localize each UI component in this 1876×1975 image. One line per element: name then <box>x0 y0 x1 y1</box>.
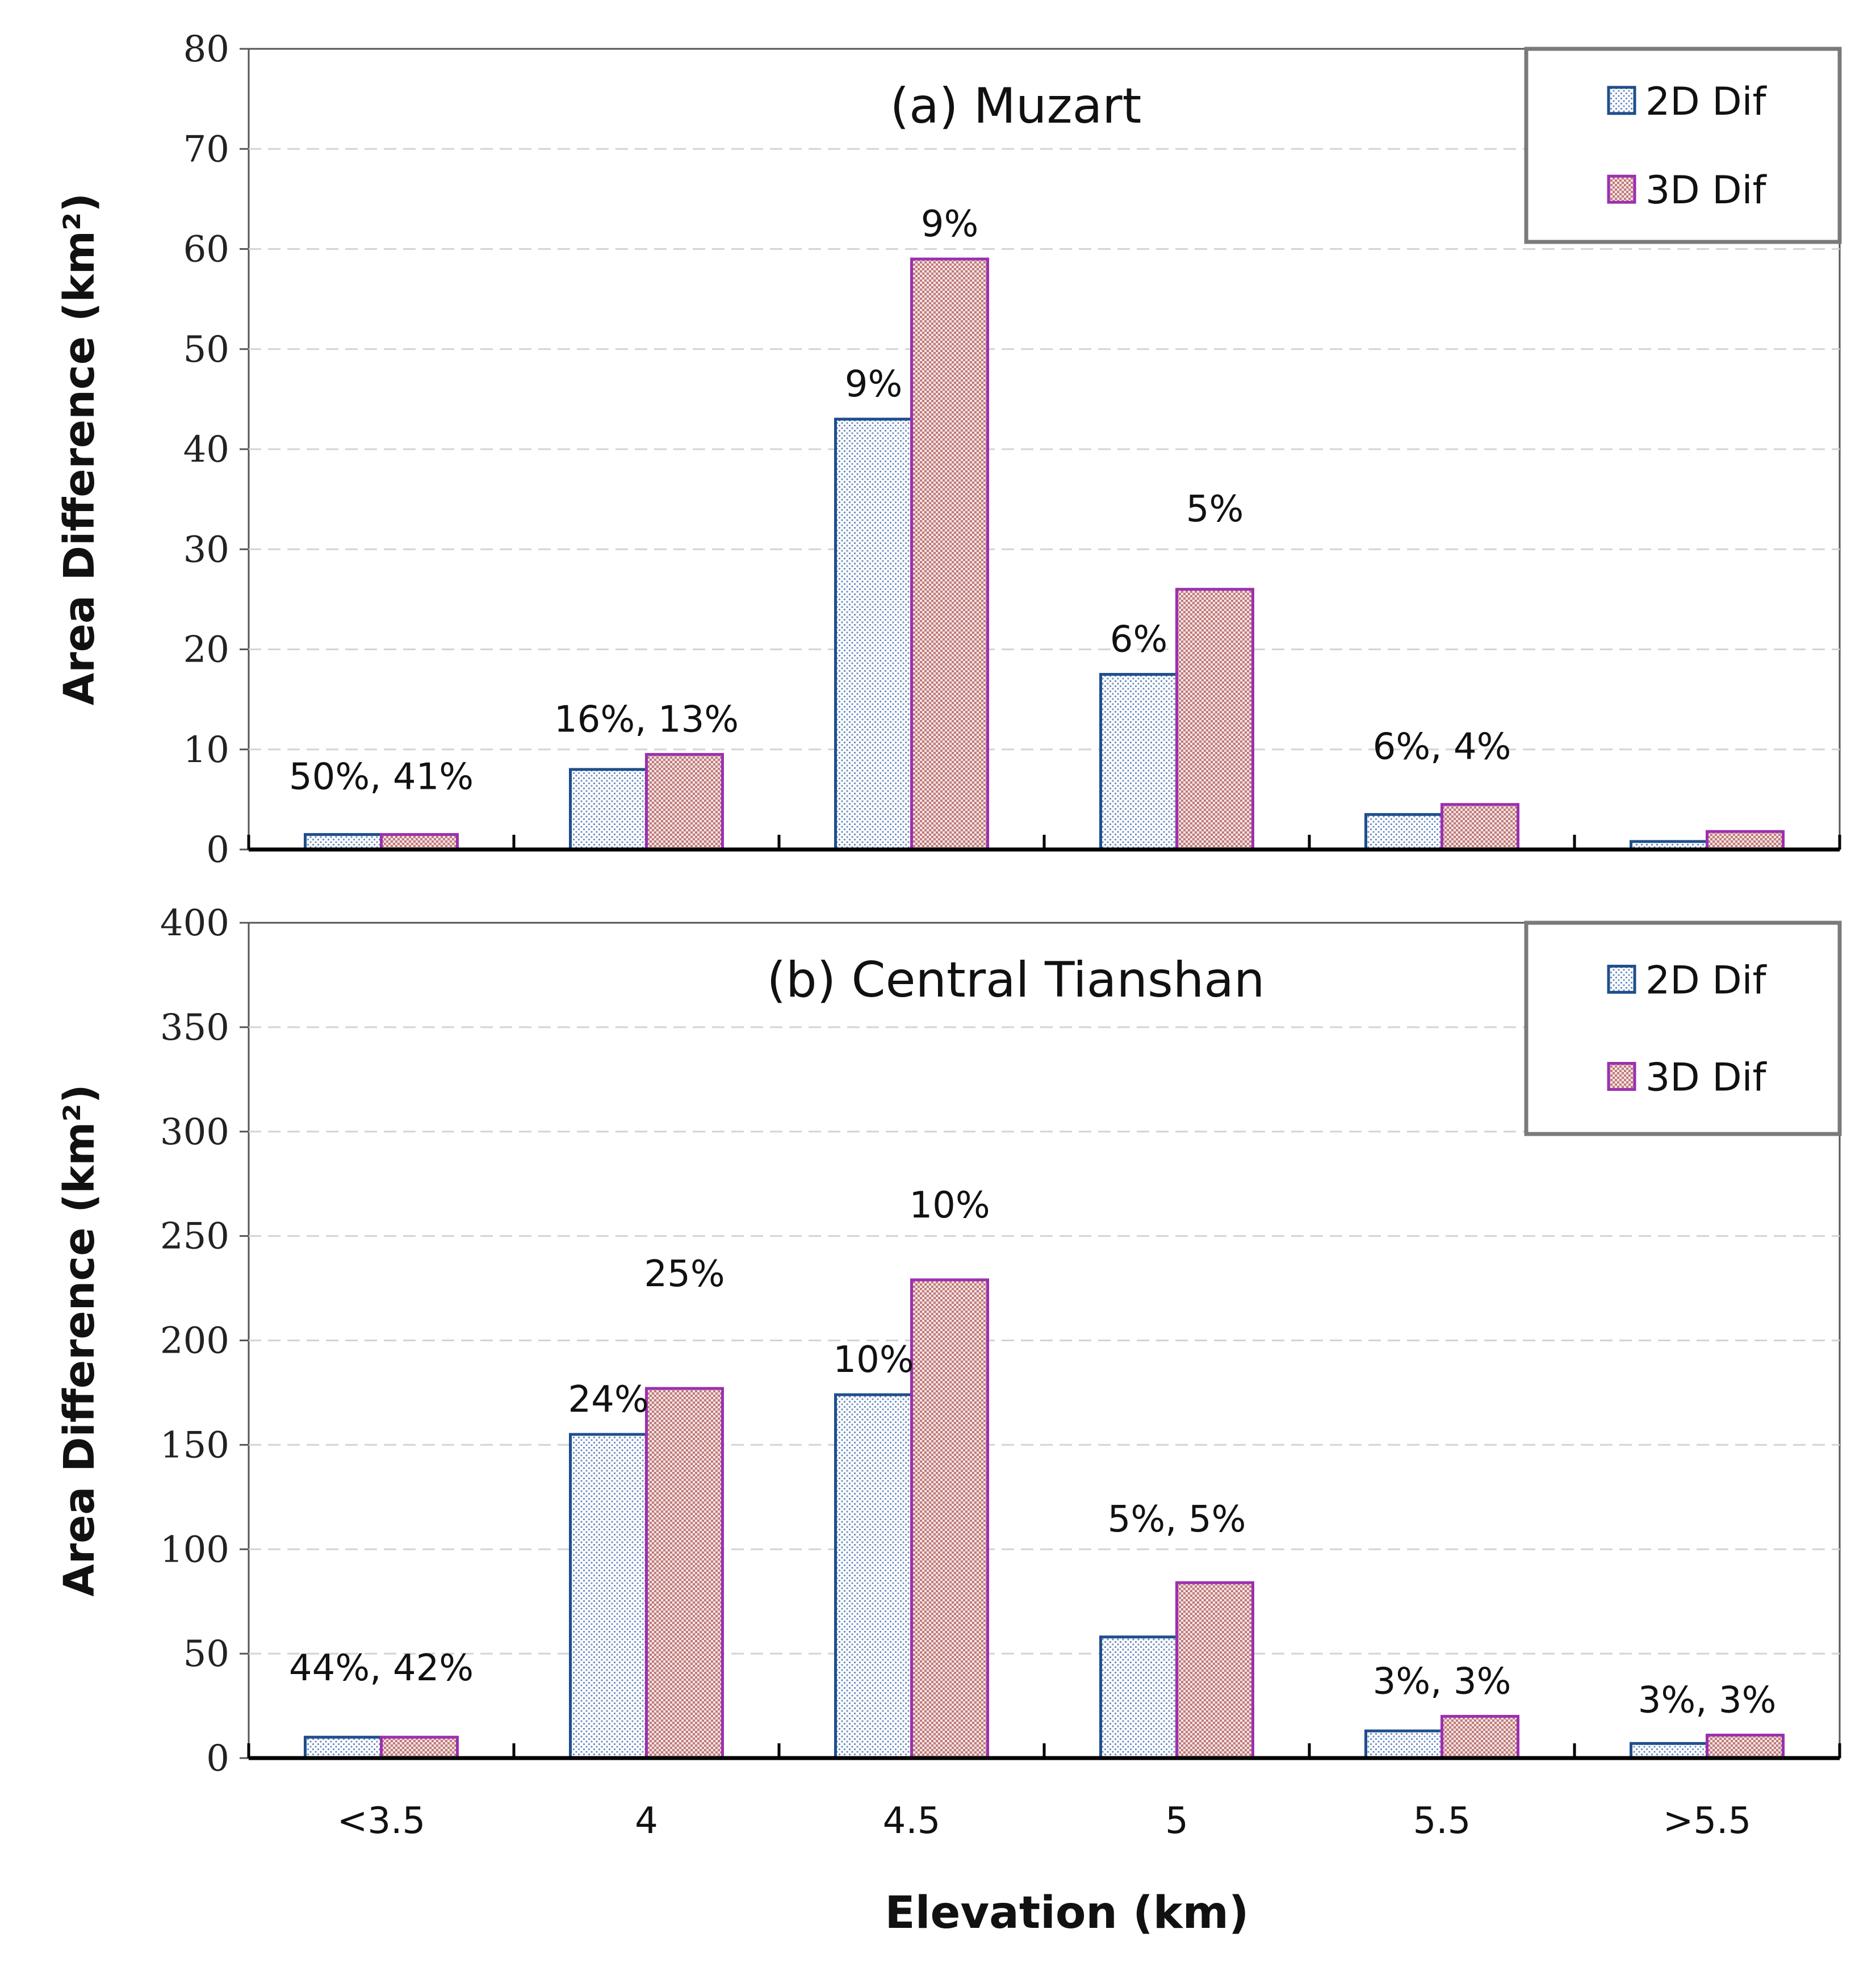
bar-3d-0 <box>380 833 459 851</box>
y-tick-label: 30 <box>183 529 229 571</box>
y-tick-label: 100 <box>160 1529 229 1571</box>
x-tick-label: 5.5 <box>1413 1800 1471 1842</box>
bar-2d-4 <box>1364 1729 1443 1760</box>
legend-swatch-2d <box>1607 964 1636 994</box>
data-label: 10% <box>909 1185 990 1227</box>
data-label: 9% <box>921 203 979 245</box>
legend-swatch-2d <box>1607 86 1636 115</box>
y-tick-label: 350 <box>160 1007 229 1049</box>
data-label: 24% <box>568 1379 648 1421</box>
y-tick-label: 0 <box>206 829 229 871</box>
bar-3d-3 <box>1175 1581 1254 1760</box>
data-label: 6% <box>1110 619 1168 661</box>
shared-x-axis: <3.5 4 4.5 5 5.5 >5.5 Elevation (km) <box>337 1800 1751 1939</box>
panel-title: (b) Central Tianshan <box>767 952 1264 1009</box>
data-label: 25% <box>644 1253 725 1295</box>
y-tick-label: 40 <box>183 429 229 471</box>
y-tick-label: 400 <box>160 902 229 944</box>
bar-3d-1 <box>645 753 724 851</box>
y-tick-label: 50 <box>183 329 229 371</box>
bar-2d-0 <box>304 833 383 851</box>
data-label: 50%, 41% <box>289 756 474 798</box>
data-label: 44%, 42% <box>289 1647 474 1689</box>
bar-2d-4 <box>1364 813 1443 851</box>
legend-swatch-3d <box>1607 1062 1636 1091</box>
data-label: 3%, 3% <box>1638 1680 1777 1722</box>
y-tick-label: 10 <box>183 729 229 771</box>
bar-2d-1 <box>569 768 648 851</box>
bar-3d-2 <box>910 1278 989 1760</box>
bar-3d-3 <box>1175 588 1254 851</box>
y-axis-label: Area Difference (km²) <box>55 1084 104 1596</box>
y-tick-label: 50 <box>183 1633 229 1675</box>
panel-title: (a) Muzart <box>890 78 1142 135</box>
x-tick-label: 4.5 <box>883 1800 941 1842</box>
x-tick-label: >5.5 <box>1663 1800 1751 1842</box>
data-label: 6%, 4% <box>1373 726 1511 768</box>
panel-b-central-tianshan: 0 50 100 150 200 250 300 350 400 44%, 42% 24% 25% 10… <box>55 902 1842 1780</box>
bar-3d-4 <box>1440 1714 1519 1760</box>
legend-label: 3D Dif <box>1645 1056 1767 1101</box>
y-axis-label: Area Difference (km²) <box>55 193 104 705</box>
y-tick-label: 300 <box>160 1111 229 1153</box>
bar-3d-5 <box>1706 830 1785 851</box>
bar-2d-2 <box>834 1393 913 1760</box>
data-label: 5%, 5% <box>1108 1499 1246 1541</box>
data-label: 16%, 13% <box>554 699 739 741</box>
y-tick-label: 80 <box>183 28 229 70</box>
bar-2d-2 <box>834 417 913 851</box>
y-tick-label: 0 <box>206 1738 229 1780</box>
data-label: 3%, 3% <box>1373 1660 1511 1702</box>
bar-3d-2 <box>910 257 989 851</box>
bar-2d-1 <box>569 1433 648 1760</box>
data-label: 10% <box>833 1339 914 1381</box>
bar-3d-4 <box>1440 803 1519 851</box>
x-tick-label: 5 <box>1165 1800 1188 1842</box>
legend-label: 2D Dif <box>1645 79 1767 124</box>
data-label: 9% <box>845 363 903 405</box>
legend-label: 3D Dif <box>1645 168 1767 213</box>
y-tick-label: 150 <box>160 1424 229 1466</box>
y-tick-label: 60 <box>183 229 229 271</box>
bar-2d-0 <box>304 1735 383 1760</box>
x-tick-label: <3.5 <box>337 1800 425 1842</box>
bar-3d-5 <box>1706 1734 1785 1760</box>
y-tick-label: 250 <box>160 1216 229 1258</box>
y-tick-label: 20 <box>183 629 229 671</box>
y-tick-label: 200 <box>160 1320 229 1362</box>
legend-box <box>1524 47 1842 244</box>
legend-box <box>1524 920 1842 1136</box>
panel-a-muzart: 0 10 20 30 40 50 60 70 80 50%, 41% 16%, 13% 9% 9% 6% 5… <box>55 28 1842 871</box>
bar-3d-1 <box>645 1387 724 1760</box>
legend-label: 2D Dif <box>1645 958 1767 1003</box>
legend-swatch-3d <box>1607 174 1636 204</box>
bar-2d-3 <box>1099 673 1178 851</box>
x-axis-label: Elevation (km) <box>885 1888 1249 1939</box>
y-tick-label: 70 <box>183 128 229 170</box>
bar-2d-3 <box>1099 1635 1178 1760</box>
data-label: 5% <box>1186 488 1244 530</box>
x-tick-label: 4 <box>635 1800 658 1842</box>
bar-2d-5 <box>1630 1742 1709 1760</box>
bar-3d-0 <box>380 1735 459 1760</box>
